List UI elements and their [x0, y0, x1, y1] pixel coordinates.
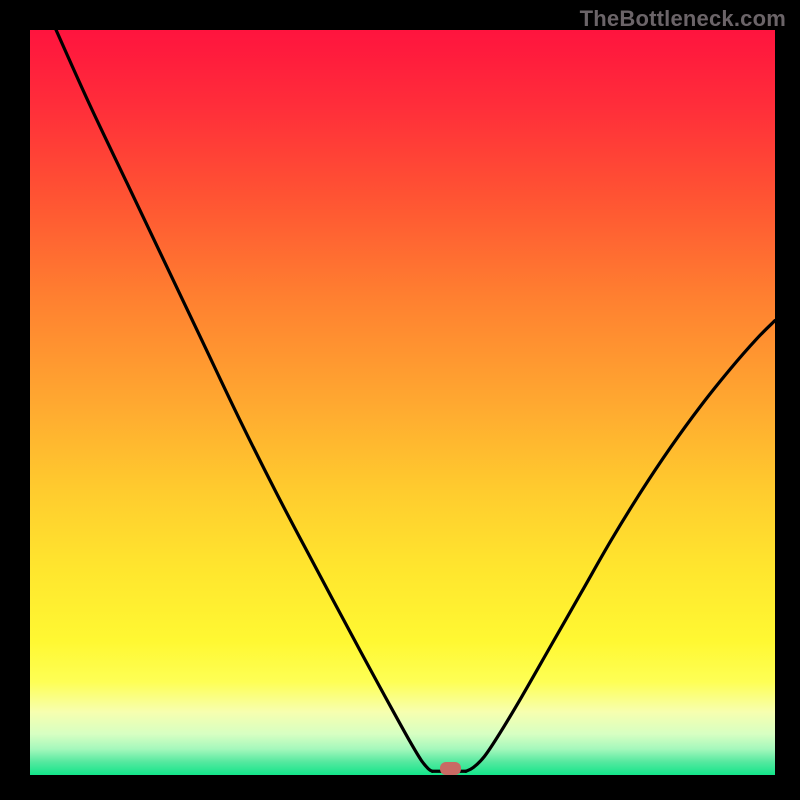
watermark-text: TheBottleneck.com — [580, 6, 786, 32]
minimum-marker — [440, 762, 461, 775]
curve-left-branch — [56, 30, 432, 771]
curve-layer — [30, 30, 775, 775]
curve-right-branch — [466, 321, 775, 772]
chart-stage: TheBottleneck.com — [0, 0, 800, 800]
